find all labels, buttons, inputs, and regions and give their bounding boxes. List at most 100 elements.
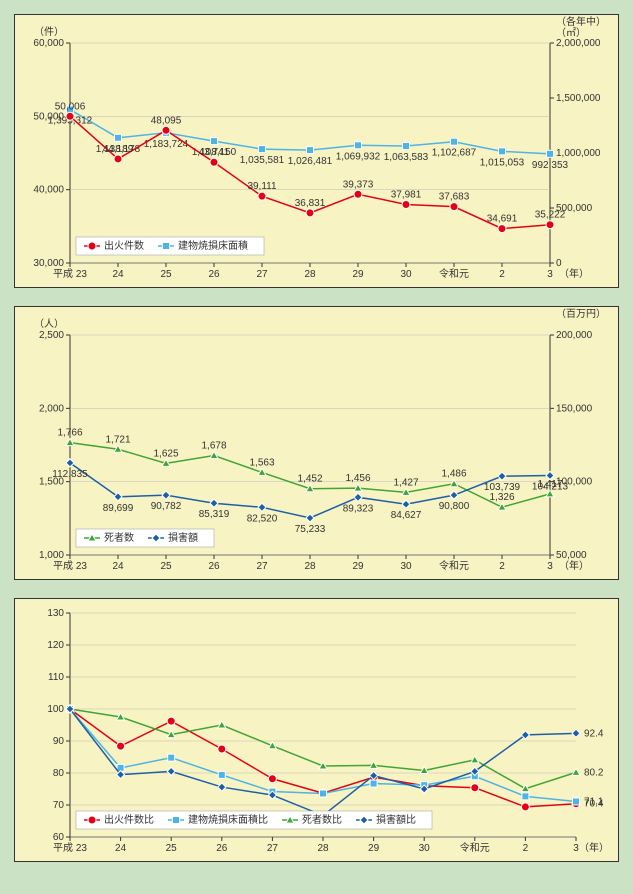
svg-text:令和元: 令和元 (439, 267, 469, 280)
svg-text:令和元: 令和元 (460, 841, 490, 854)
svg-text:1,721: 1,721 (105, 434, 130, 445)
svg-text:27: 27 (256, 269, 268, 280)
svg-text:2: 2 (499, 269, 505, 280)
svg-text:34,691: 34,691 (487, 214, 518, 225)
svg-text:損害額比: 損害額比 (376, 813, 416, 826)
svg-text:39,111: 39,111 (247, 181, 277, 192)
svg-text:2: 2 (499, 561, 505, 572)
svg-text:（件）: （件） (34, 26, 64, 38)
svg-text:建物焼損床面積比: 建物焼損床面積比 (188, 813, 268, 826)
svg-text:2: 2 (523, 843, 529, 854)
svg-text:損害額: 損害額 (168, 531, 198, 544)
svg-text:死者数比: 死者数比 (302, 813, 342, 826)
svg-text:（百万円）: （百万円） (556, 308, 606, 320)
svg-text:1,063,583: 1,063,583 (384, 152, 429, 163)
svg-text:90,782: 90,782 (151, 501, 182, 512)
svg-text:40,000: 40,000 (33, 185, 64, 196)
chart-2: 1,0001,5002,0002,500（人）50,000100,000150,… (14, 306, 619, 580)
svg-text:29: 29 (368, 843, 380, 854)
svg-text:0: 0 (556, 258, 562, 269)
svg-text:建物焼損床面積: 建物焼損床面積 (178, 239, 248, 252)
svg-text:82,520: 82,520 (247, 513, 278, 524)
svg-text:29: 29 (352, 561, 364, 572)
svg-text:死者数: 死者数 (104, 531, 134, 544)
svg-text:1,000,000: 1,000,000 (556, 148, 601, 159)
svg-text:2,500: 2,500 (39, 330, 64, 341)
svg-text:24: 24 (112, 269, 124, 280)
svg-text:27: 27 (256, 561, 268, 572)
svg-text:112,835: 112,835 (52, 469, 88, 480)
svg-text:25: 25 (160, 269, 172, 280)
svg-text:1,015,053: 1,015,053 (480, 157, 525, 168)
svg-text:28: 28 (304, 561, 316, 572)
svg-text:35,222: 35,222 (535, 210, 566, 221)
svg-text:（年）: （年） (559, 267, 589, 280)
svg-text:85,319: 85,319 (199, 509, 230, 520)
svg-text:平成 23: 平成 23 (53, 842, 87, 854)
svg-text:平成 23: 平成 23 (53, 560, 87, 572)
svg-text:30,000: 30,000 (33, 258, 64, 269)
svg-text:1,035,581: 1,035,581 (240, 155, 285, 166)
svg-text:1,486: 1,486 (441, 469, 466, 480)
svg-text:1,000: 1,000 (39, 550, 64, 561)
svg-text:90: 90 (53, 736, 65, 747)
svg-text:37,981: 37,981 (391, 189, 422, 200)
svg-text:110: 110 (48, 672, 64, 683)
svg-text:1,563: 1,563 (249, 457, 274, 468)
svg-text:89,699: 89,699 (103, 503, 134, 514)
svg-text:28: 28 (304, 269, 316, 280)
svg-text:（各年中）: （各年中） (556, 15, 606, 28)
svg-text:39,373: 39,373 (343, 179, 374, 190)
svg-text:200,000: 200,000 (556, 330, 593, 341)
svg-text:75,233: 75,233 (295, 524, 326, 535)
svg-text:104,213: 104,213 (532, 481, 569, 492)
svg-text:80: 80 (53, 768, 65, 779)
svg-text:出火件数: 出火件数 (104, 239, 144, 252)
svg-text:1,456: 1,456 (345, 473, 370, 484)
chart-1: 30,00040,00050,00060,000（件）0500,0001,000… (14, 14, 619, 288)
svg-text:90,800: 90,800 (439, 501, 470, 512)
svg-text:1,326: 1,326 (489, 492, 514, 503)
svg-text:令和元: 令和元 (439, 559, 469, 572)
svg-text:24: 24 (112, 561, 124, 572)
svg-text:24: 24 (115, 843, 127, 854)
svg-text:130: 130 (47, 608, 64, 619)
svg-text:100: 100 (47, 704, 64, 715)
svg-text:84,627: 84,627 (391, 510, 422, 521)
svg-text:36,831: 36,831 (295, 198, 326, 209)
svg-text:1,625: 1,625 (153, 448, 178, 459)
svg-text:1,500,000: 1,500,000 (556, 93, 601, 104)
svg-text:1,069,932: 1,069,932 (336, 151, 381, 162)
svg-text:1,026,481: 1,026,481 (288, 156, 333, 167)
svg-text:44,189: 44,189 (103, 144, 134, 155)
chart-3: 60708090100110120130平成 2324252627282930令… (14, 598, 619, 862)
svg-text:60: 60 (53, 832, 65, 843)
svg-text:平成 23: 平成 23 (53, 268, 87, 280)
svg-text:3: 3 (547, 269, 553, 280)
svg-text:48,095: 48,095 (151, 115, 182, 126)
svg-text:50,006: 50,006 (55, 101, 86, 112)
svg-text:（年）: （年） (559, 559, 589, 572)
svg-text:37,683: 37,683 (439, 192, 470, 203)
svg-text:89,323: 89,323 (343, 503, 374, 514)
svg-text:1,102,687: 1,102,687 (432, 148, 477, 159)
svg-text:120: 120 (47, 640, 64, 651)
svg-text:28: 28 (317, 843, 329, 854)
svg-text:30: 30 (400, 561, 412, 572)
svg-text:2,000,000: 2,000,000 (556, 38, 601, 49)
svg-text:1,452: 1,452 (297, 474, 322, 485)
svg-text:（㎡）: （㎡） (556, 27, 586, 39)
svg-text:70: 70 (53, 800, 65, 811)
svg-text:92.4: 92.4 (584, 728, 604, 739)
svg-text:50,000: 50,000 (556, 550, 587, 561)
svg-text:103,739: 103,739 (484, 482, 521, 493)
svg-text:26: 26 (216, 843, 228, 854)
svg-text:30: 30 (419, 843, 431, 854)
svg-text:出火件数比: 出火件数比 (104, 813, 154, 826)
svg-text:26: 26 (208, 269, 220, 280)
svg-text:30: 30 (400, 269, 412, 280)
svg-text:（年）: （年） (579, 841, 609, 854)
svg-text:1,678: 1,678 (201, 441, 226, 452)
svg-text:（人）: （人） (34, 318, 64, 330)
svg-text:26: 26 (208, 561, 220, 572)
